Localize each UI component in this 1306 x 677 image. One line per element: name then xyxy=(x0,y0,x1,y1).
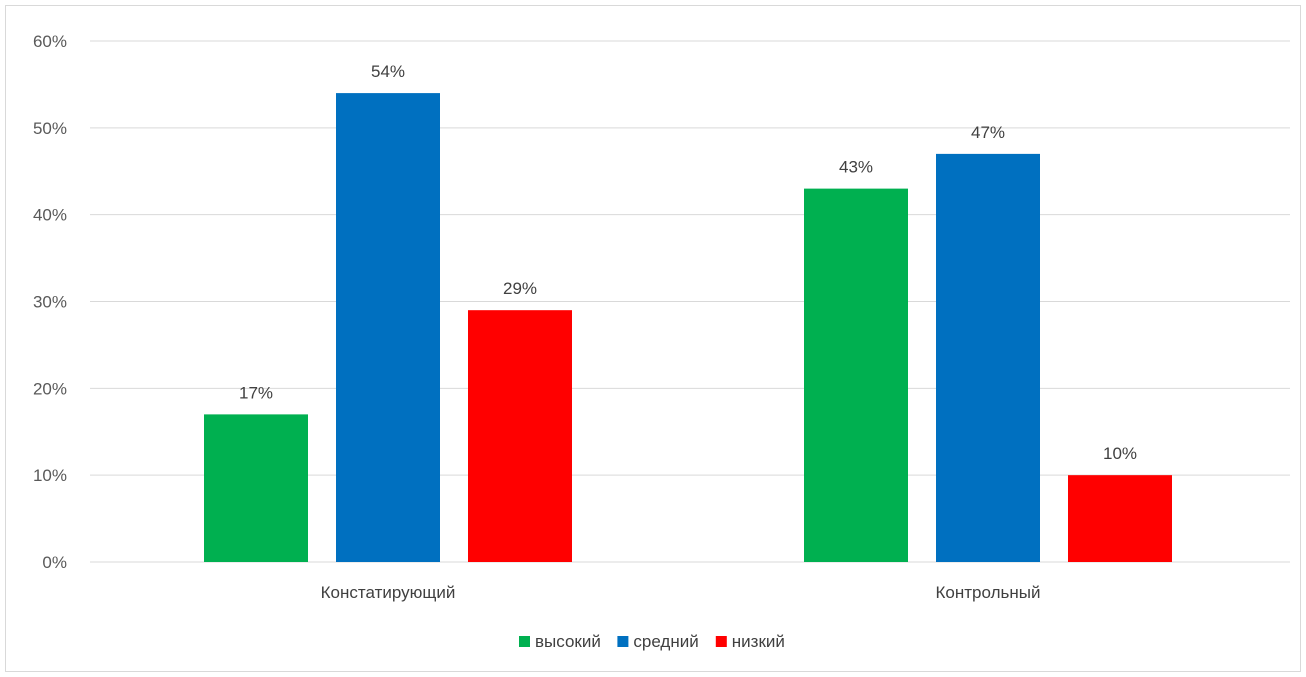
y-tick-label: 60% xyxy=(33,32,67,51)
bars xyxy=(204,93,1172,562)
data-label: 17% xyxy=(239,383,273,402)
bar-высокий-1 xyxy=(204,414,308,562)
data-label: 43% xyxy=(839,158,873,177)
bar-низкий-1 xyxy=(468,310,572,562)
bar-низкий-2 xyxy=(1068,475,1172,562)
y-tick-label: 20% xyxy=(33,379,67,398)
legend-swatch-высокий xyxy=(519,636,530,647)
data-label: 54% xyxy=(371,62,405,81)
data-labels: 17% 54% 29% 43% 47% 10% xyxy=(239,62,1137,463)
data-label: 47% xyxy=(971,123,1005,142)
bar-средний-2 xyxy=(936,153,1040,562)
data-label: 29% xyxy=(503,279,537,298)
legend-label: средний xyxy=(633,632,698,651)
legend-label: высокий xyxy=(535,632,601,651)
y-tick-label: 50% xyxy=(33,119,67,138)
x-category-label: Констатирующий xyxy=(321,583,456,602)
y-tick-label: 0% xyxy=(42,553,67,572)
legend-label: низкий xyxy=(732,632,785,651)
x-axis-categories: Констатирующий Контрольный xyxy=(321,583,1041,602)
bar-средний-1 xyxy=(336,93,440,562)
y-axis-ticks: 0% 10% 20% 30% 40% 50% 60% xyxy=(33,32,67,572)
bar-высокий-2 xyxy=(804,188,908,562)
legend: высокий средний низкий xyxy=(519,632,785,651)
legend-swatch-средний xyxy=(617,636,629,647)
data-label: 10% xyxy=(1103,444,1137,463)
y-tick-label: 40% xyxy=(33,206,67,225)
y-tick-label: 30% xyxy=(33,293,67,312)
legend-swatch-низкий xyxy=(715,636,727,647)
x-category-label: Контрольный xyxy=(936,583,1041,602)
y-tick-label: 10% xyxy=(33,466,67,485)
